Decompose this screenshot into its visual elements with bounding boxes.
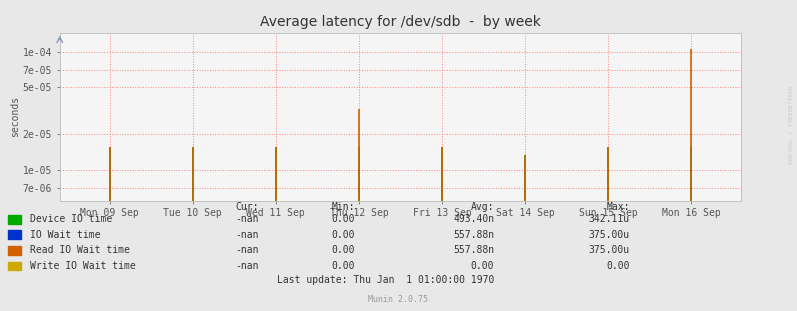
- Title: Average latency for /dev/sdb  -  by week: Average latency for /dev/sdb - by week: [260, 15, 541, 29]
- Text: 0.00: 0.00: [471, 261, 494, 271]
- Text: Write IO Wait time: Write IO Wait time: [30, 261, 136, 271]
- Text: -nan: -nan: [236, 230, 259, 240]
- Text: Munin 2.0.75: Munin 2.0.75: [368, 295, 429, 304]
- Text: -nan: -nan: [236, 245, 259, 255]
- Text: Cur:: Cur:: [236, 202, 259, 212]
- Text: 342.11u: 342.11u: [588, 214, 630, 224]
- Text: -nan: -nan: [236, 261, 259, 271]
- Text: Max:: Max:: [607, 202, 630, 212]
- Text: Device IO time: Device IO time: [30, 214, 112, 224]
- Text: 557.88n: 557.88n: [453, 245, 494, 255]
- Text: 0.00: 0.00: [332, 214, 355, 224]
- Text: -nan: -nan: [236, 214, 259, 224]
- Text: 0.00: 0.00: [332, 230, 355, 240]
- Text: 557.88n: 557.88n: [453, 230, 494, 240]
- Text: 375.00u: 375.00u: [588, 245, 630, 255]
- Text: 0.00: 0.00: [332, 261, 355, 271]
- Text: Read IO Wait time: Read IO Wait time: [30, 245, 130, 255]
- Text: IO Wait time: IO Wait time: [30, 230, 100, 240]
- Text: 375.00u: 375.00u: [588, 230, 630, 240]
- Text: 0.00: 0.00: [332, 245, 355, 255]
- Y-axis label: seconds: seconds: [10, 96, 20, 137]
- Text: 0.00: 0.00: [607, 261, 630, 271]
- Text: Last update: Thu Jan  1 01:00:00 1970: Last update: Thu Jan 1 01:00:00 1970: [277, 275, 494, 285]
- Text: 493.40n: 493.40n: [453, 214, 494, 224]
- Text: RRDTOOL / TOBIOETIKER: RRDTOOL / TOBIOETIKER: [789, 85, 794, 164]
- Text: Min:: Min:: [332, 202, 355, 212]
- Text: Avg:: Avg:: [471, 202, 494, 212]
